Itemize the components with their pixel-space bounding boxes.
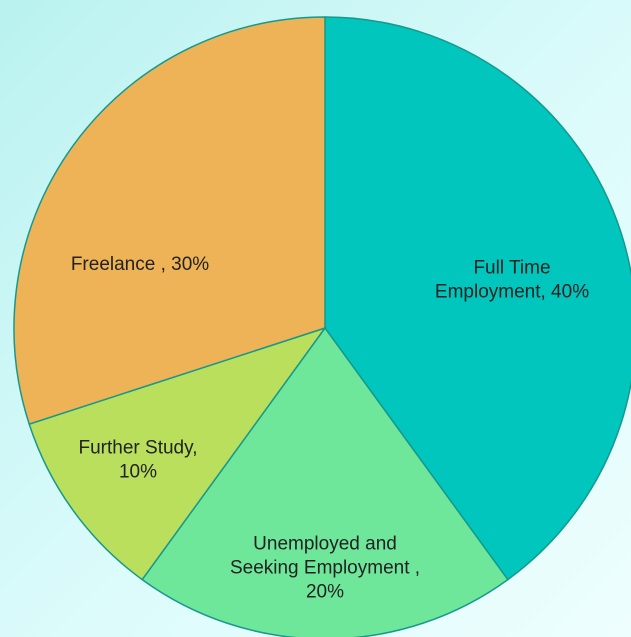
pie-slice xyxy=(28,326,327,581)
pie-slice xyxy=(141,326,509,637)
data-label: Freelance , 30% xyxy=(70,254,210,276)
pie-slice xyxy=(13,16,326,426)
pie-slice xyxy=(324,16,631,581)
data-label: Full Time Employment, 40% xyxy=(434,257,590,302)
data-label: Further Study, 10% xyxy=(78,437,198,482)
data-label: Unemployed and Seeking Employment , 20% xyxy=(229,533,421,602)
